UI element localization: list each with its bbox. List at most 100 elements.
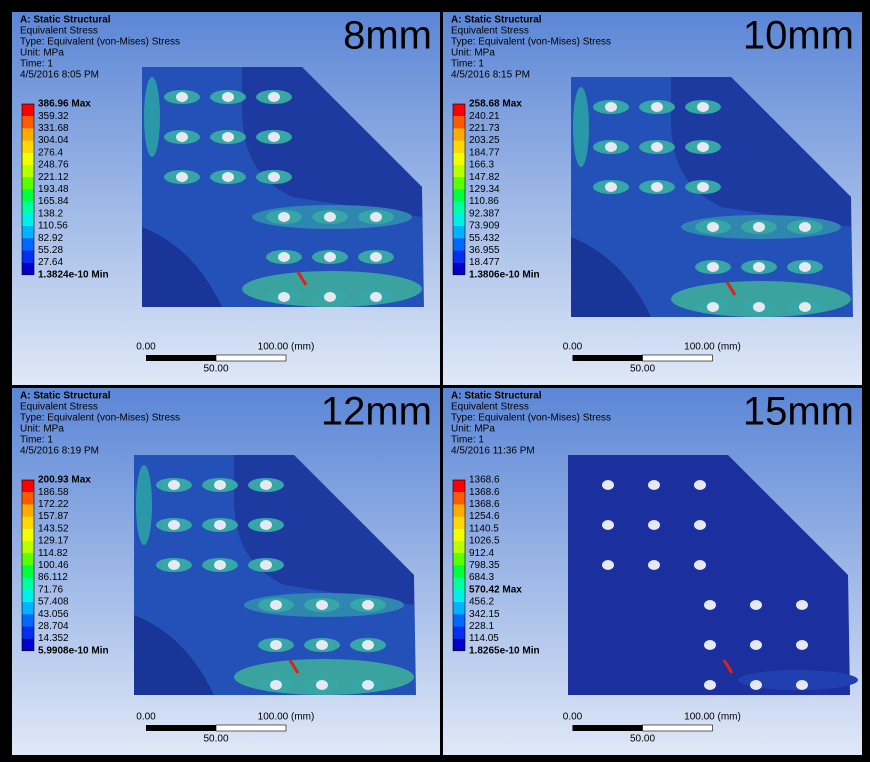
hole — [799, 302, 811, 312]
legend-band — [22, 626, 34, 638]
hole — [324, 292, 336, 302]
legend-label: 36.955 — [469, 245, 500, 256]
header-line: Equivalent Stress — [20, 26, 98, 37]
result-panel: A: Static StructuralEquivalent StressTyp… — [443, 388, 862, 755]
legend-label: 114.05 — [469, 633, 499, 644]
hole — [222, 92, 234, 102]
legend-label: 1368.6 — [469, 499, 500, 510]
hole — [753, 262, 765, 272]
legend-label: 1.3806e-10 Min — [469, 269, 540, 280]
legend-band — [453, 565, 465, 577]
legend-band — [453, 517, 465, 529]
hole — [176, 92, 188, 102]
hole — [278, 252, 290, 262]
legend-band — [453, 153, 465, 165]
hole — [278, 292, 290, 302]
legend-band — [22, 614, 34, 626]
legend-label: 221.12 — [38, 172, 69, 183]
hole — [214, 480, 226, 490]
legend-label: 248.76 — [38, 160, 69, 171]
legend-band — [22, 263, 34, 275]
hole — [270, 640, 282, 650]
scale-mid: 50.00 — [630, 734, 655, 745]
legend-band — [22, 602, 34, 614]
hole — [362, 680, 374, 690]
legend-label: 1.8265e-10 Min — [469, 645, 540, 656]
legend-band — [22, 529, 34, 541]
header-line: Type: Equivalent (von-Mises) Stress — [20, 413, 180, 424]
scale-mid: 50.00 — [203, 734, 228, 745]
legend-label: 240.21 — [469, 111, 500, 122]
hole — [799, 222, 811, 232]
legend-label: 18.477 — [469, 257, 500, 268]
legend-label: 456.2 — [469, 597, 494, 608]
header-line: Time: 1 — [451, 435, 484, 446]
legend-band — [22, 202, 34, 214]
hole — [707, 222, 719, 232]
hole — [324, 212, 336, 222]
legend-band — [453, 189, 465, 201]
case-label: 10mm — [743, 14, 854, 58]
hole — [651, 102, 663, 112]
legend-band — [453, 177, 465, 189]
case-label: 8mm — [343, 14, 432, 58]
hole — [704, 640, 716, 650]
header-line: Type: Equivalent (von-Mises) Stress — [451, 413, 611, 424]
legend-label: 55.432 — [469, 233, 500, 244]
legend-band — [453, 553, 465, 565]
hole — [602, 520, 614, 530]
legend-label: 186.58 — [38, 487, 69, 498]
header-title: A: Static Structural — [20, 391, 111, 402]
legend-label: 912.4 — [469, 548, 494, 559]
header-line: Time: 1 — [20, 59, 53, 70]
legend-band — [22, 553, 34, 565]
hole — [316, 680, 328, 690]
header-title: A: Static Structural — [451, 391, 542, 402]
legend-band — [22, 639, 34, 651]
legend-band — [453, 590, 465, 602]
legend-label: 386.96 Max — [38, 99, 91, 110]
legend-label: 1368.6 — [469, 487, 500, 498]
legend-label: 55.28 — [38, 245, 63, 256]
header-line: 4/5/2016 8:05 PM — [20, 70, 99, 81]
legend-band — [453, 602, 465, 614]
scale-start: 0.00 — [136, 342, 156, 353]
hole — [707, 302, 719, 312]
header-line: Type: Equivalent (von-Mises) Stress — [20, 37, 180, 48]
hole — [651, 182, 663, 192]
legend-label: 798.35 — [469, 560, 500, 571]
hole — [799, 262, 811, 272]
header-title: A: Static Structural — [451, 15, 542, 26]
hole — [697, 102, 709, 112]
hole — [370, 212, 382, 222]
legend-label: 228.1 — [469, 621, 494, 632]
legend-label: 27.64 — [38, 257, 63, 268]
scale-end: 100.00 (mm) — [684, 712, 741, 723]
stress-region — [144, 77, 160, 157]
hole — [694, 480, 706, 490]
legend-band — [22, 517, 34, 529]
legend-band — [22, 492, 34, 504]
header-line: Unit: MPa — [20, 48, 64, 59]
legend-label: 157.87 — [38, 511, 69, 522]
legend-band — [453, 529, 465, 541]
legend-band — [22, 128, 34, 140]
legend-label: 165.84 — [38, 196, 69, 207]
hole — [362, 640, 374, 650]
legend-band — [453, 165, 465, 177]
hole — [750, 600, 762, 610]
legend-band — [22, 565, 34, 577]
legend-band — [453, 626, 465, 638]
legend-label: 57.408 — [38, 597, 69, 608]
hole — [214, 520, 226, 530]
legend-band — [22, 480, 34, 492]
hole — [796, 680, 808, 690]
scale-dark — [573, 725, 643, 731]
legend-label: 5.9908e-10 Min — [38, 645, 109, 656]
legend-band — [22, 116, 34, 128]
legend-band — [453, 250, 465, 262]
hole — [651, 142, 663, 152]
hole — [750, 680, 762, 690]
legend-label: 28.704 — [38, 621, 69, 632]
hole — [697, 142, 709, 152]
